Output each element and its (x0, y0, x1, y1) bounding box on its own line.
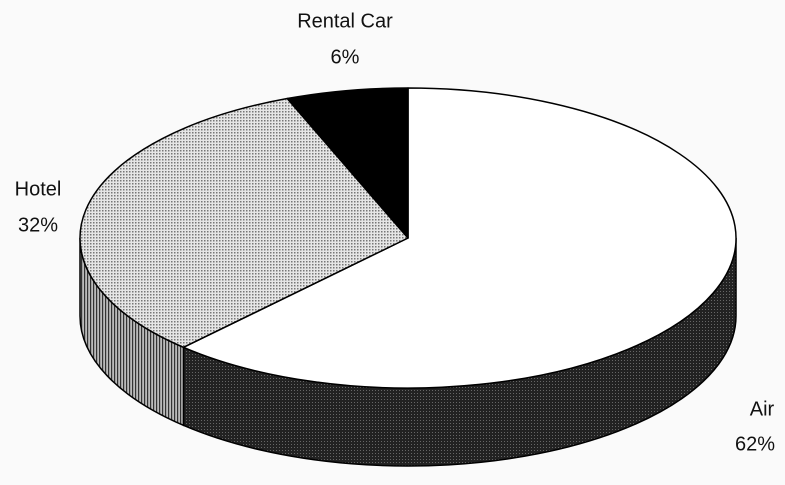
pie-tops (79, 87, 737, 389)
labels: Air 62% Hotel 32% Rental Car 6% (15, 10, 776, 455)
slice-value-label: 6% (331, 46, 360, 68)
slice-label: Hotel (15, 178, 62, 200)
slice-value-label: 62% (735, 433, 775, 455)
slice-value-label: 32% (18, 214, 58, 236)
slice-label: Rental Car (297, 10, 393, 32)
slice (182, 87, 737, 389)
slice-label: Air (750, 398, 775, 420)
slice (286, 87, 409, 239)
slice (79, 97, 409, 349)
